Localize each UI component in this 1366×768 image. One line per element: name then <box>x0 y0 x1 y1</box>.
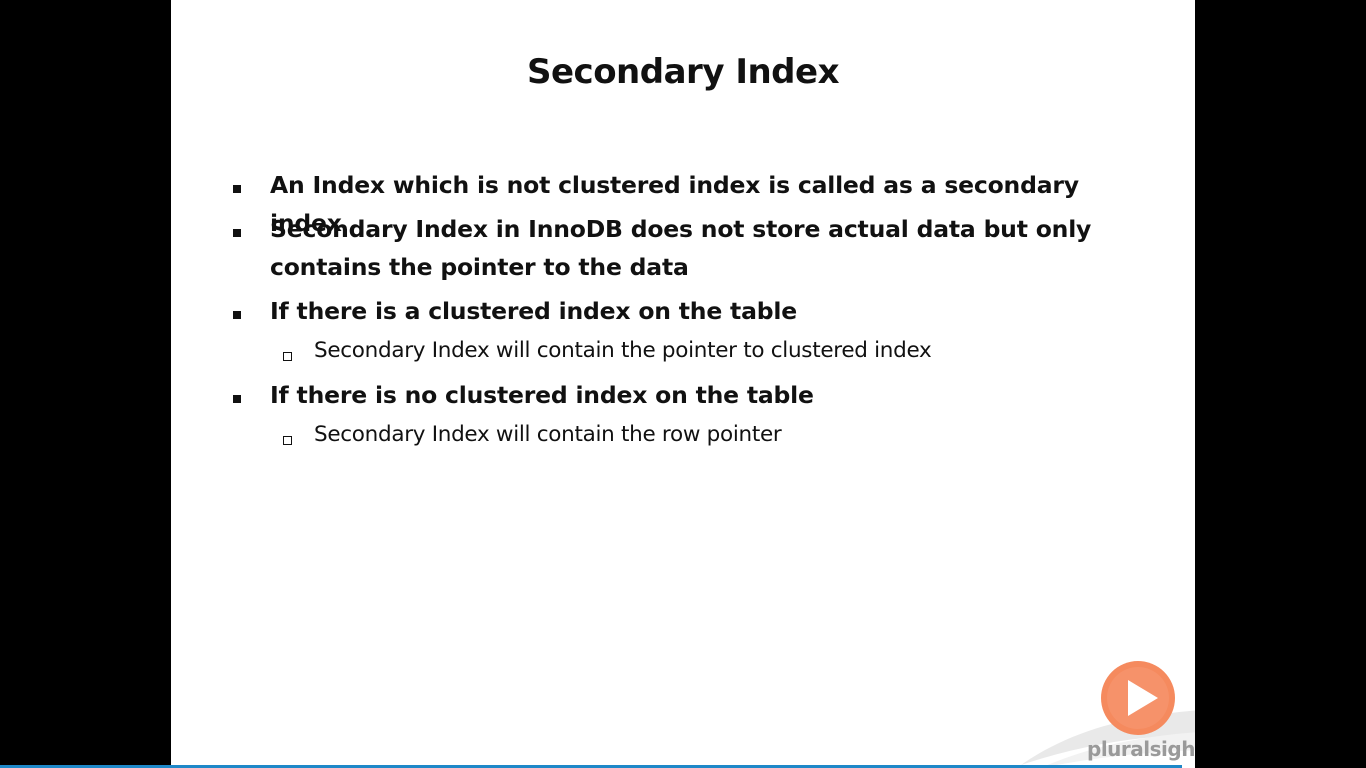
sub-bullet-text: Secondary Index will contain the row poi… <box>314 422 782 447</box>
square-bullet-icon <box>233 311 241 319</box>
bullet-line: Secondary Index in InnoDB does not store… <box>270 215 1092 243</box>
progress-bar[interactable] <box>0 765 1182 768</box>
slide-title: Secondary Index <box>527 52 840 92</box>
bullet-text: If there is a clustered index on the tab… <box>270 297 797 325</box>
bullet-item: If there is a clustered index on the tab… <box>233 297 1133 330</box>
bullet-text: If there is no clustered index on the ta… <box>270 381 814 409</box>
square-bullet-icon <box>233 229 241 237</box>
bullet-item: An Index which is not clustered index is… <box>233 171 1133 242</box>
pluralsight-logo: pluralsight <box>1087 737 1195 761</box>
bullet-text: An Index which is not clustered index is… <box>270 171 1079 237</box>
hollow-square-bullet-icon <box>283 352 292 361</box>
square-bullet-icon <box>233 395 241 403</box>
play-circle-icon[interactable] <box>1100 660 1176 736</box>
sub-bullet-text: Secondary Index will contain the pointer… <box>314 338 932 363</box>
sub-bullet-item: Secondary Index will contain the row poi… <box>283 422 1143 449</box>
slide: Secondary Index An Index which is not cl… <box>171 0 1195 768</box>
bullet-item: If there is no clustered index on the ta… <box>233 381 1133 414</box>
bullet-text: Secondary Index in InnoDB does not store… <box>270 210 1091 286</box>
bullet-item: Secondary Index in InnoDB does not store… <box>233 215 1133 286</box>
bullet-line: contains the pointer to the data <box>270 253 689 281</box>
hollow-square-bullet-icon <box>283 436 292 445</box>
sub-bullet-item: Secondary Index will contain the pointer… <box>283 338 1143 365</box>
square-bullet-icon <box>233 185 241 193</box>
